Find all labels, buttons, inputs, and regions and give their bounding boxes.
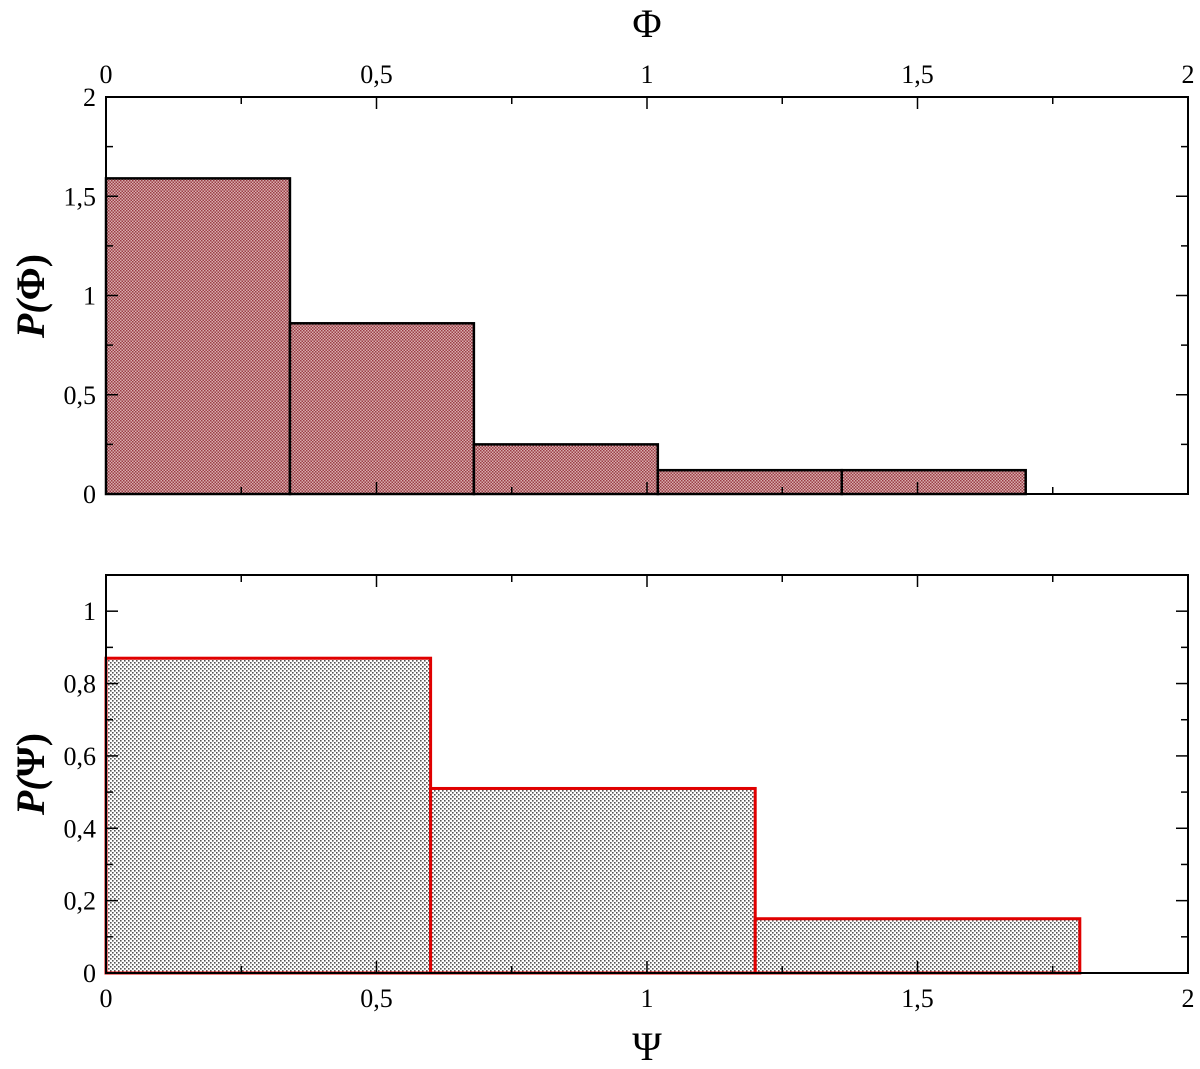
phi-bar-0 <box>104 177 292 496</box>
phi-histogram-panel: 0 0,5 1 1,5 200,511,52 Φ P(Φ) <box>8 1 1195 509</box>
psi-x-tick-label: 0 <box>100 984 113 1013</box>
psi-y-label-func: P( <box>8 775 53 816</box>
psi-x-tick-label: 1,5 <box>901 984 934 1013</box>
phi-x-tick-label: 1,5 <box>901 60 934 89</box>
psi-y-tick-label: 0,2 <box>64 887 97 916</box>
psi-histogram-panel: 0 0,5 1 1,5 200,20,40,60,81 Ψ P(Ψ) <box>8 574 1195 1069</box>
psi-y-axis-label: P(Ψ) <box>8 733 53 816</box>
phi-y-label-symbol: Φ <box>8 267 53 300</box>
phi-y-tick-label: 0 <box>83 480 96 509</box>
phi-y-label-close: ) <box>8 254 53 267</box>
phi-ticks: 0 0,5 1 1,5 200,511,52 <box>64 60 1195 509</box>
phi-plot-frame <box>105 96 1189 495</box>
phi-y-tick-label: 0,5 <box>64 381 97 410</box>
psi-y-label-close: ) <box>8 733 53 746</box>
psi-ticks: 0 0,5 1 1,5 2 0 0,2 0,4 0,6 0,8 1 <box>64 575 1195 1013</box>
psi-y-tick-label: 0,4 <box>64 814 97 843</box>
phi-y-tick-label: 1 <box>83 282 96 311</box>
psi-x-axis-label: Ψ <box>632 1024 662 1069</box>
phi-bar-1 <box>288 322 476 496</box>
phi-x-axis-label: Φ <box>632 1 661 46</box>
psi-y-tick-label: 0 <box>83 959 96 988</box>
phi-bar-4 <box>840 468 1027 496</box>
phi-x-tick-label: 0 <box>100 60 113 89</box>
psi-x-tick-label: 2 <box>1182 984 1195 1013</box>
phi-x-tick-label: 1 <box>641 60 654 89</box>
psi-bar-0 <box>104 656 433 975</box>
psi-y-tick-label: 0,8 <box>64 670 97 699</box>
phi-y-tick-label: 1,5 <box>64 182 97 211</box>
psi-y-label-symbol: Ψ <box>8 745 53 777</box>
phi-y-label-func: P( <box>8 298 53 339</box>
phi-x-tick-label: 0,5 <box>360 60 393 89</box>
phi-bar-3 <box>656 468 844 496</box>
phi-x-tick-label: 2 <box>1182 60 1195 89</box>
psi-y-tick-label: 1 <box>83 597 96 626</box>
phi-bar-2 <box>472 443 660 496</box>
phi-y-axis-label: P(Φ) <box>8 254 53 339</box>
psi-x-tick-label: 1 <box>641 984 654 1013</box>
phi-bars <box>104 177 1027 496</box>
psi-x-tick-label: 0,5 <box>360 984 393 1013</box>
psi-bar-1 <box>429 786 757 975</box>
psi-plot-frame <box>105 574 1189 974</box>
phi-y-tick-label: 2 <box>83 83 96 112</box>
psi-bars <box>104 656 1082 975</box>
psi-y-tick-label: 0,6 <box>64 742 97 771</box>
